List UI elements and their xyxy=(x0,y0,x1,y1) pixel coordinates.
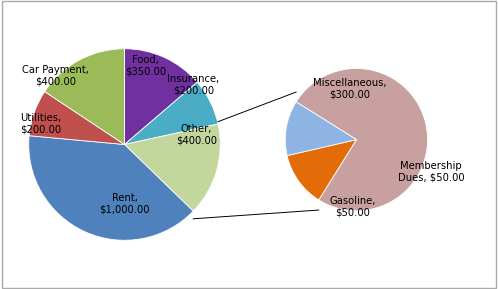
Text: Other,
$400.00: Other, $400.00 xyxy=(176,124,217,146)
Wedge shape xyxy=(29,92,124,144)
Text: Membership
Dues, $50.00: Membership Dues, $50.00 xyxy=(398,161,465,182)
Wedge shape xyxy=(124,82,218,144)
Text: Rent,
$1,000.00: Rent, $1,000.00 xyxy=(99,193,150,215)
Text: Gasoline,
$50.00: Gasoline, $50.00 xyxy=(330,197,376,218)
Wedge shape xyxy=(45,49,124,144)
Wedge shape xyxy=(124,124,220,211)
Text: Food,
$350.00: Food, $350.00 xyxy=(125,55,166,77)
Wedge shape xyxy=(296,68,428,211)
Text: Insurance,
$200.00: Insurance, $200.00 xyxy=(167,74,220,96)
Text: Utilities,
$200.00: Utilities, $200.00 xyxy=(19,113,61,134)
Wedge shape xyxy=(29,136,193,240)
Wedge shape xyxy=(287,140,357,200)
Wedge shape xyxy=(285,102,357,155)
Text: Miscellaneous,
$300.00: Miscellaneous, $300.00 xyxy=(313,77,386,99)
Text: Car Payment,
$400.00: Car Payment, $400.00 xyxy=(22,65,89,86)
Wedge shape xyxy=(124,49,197,144)
